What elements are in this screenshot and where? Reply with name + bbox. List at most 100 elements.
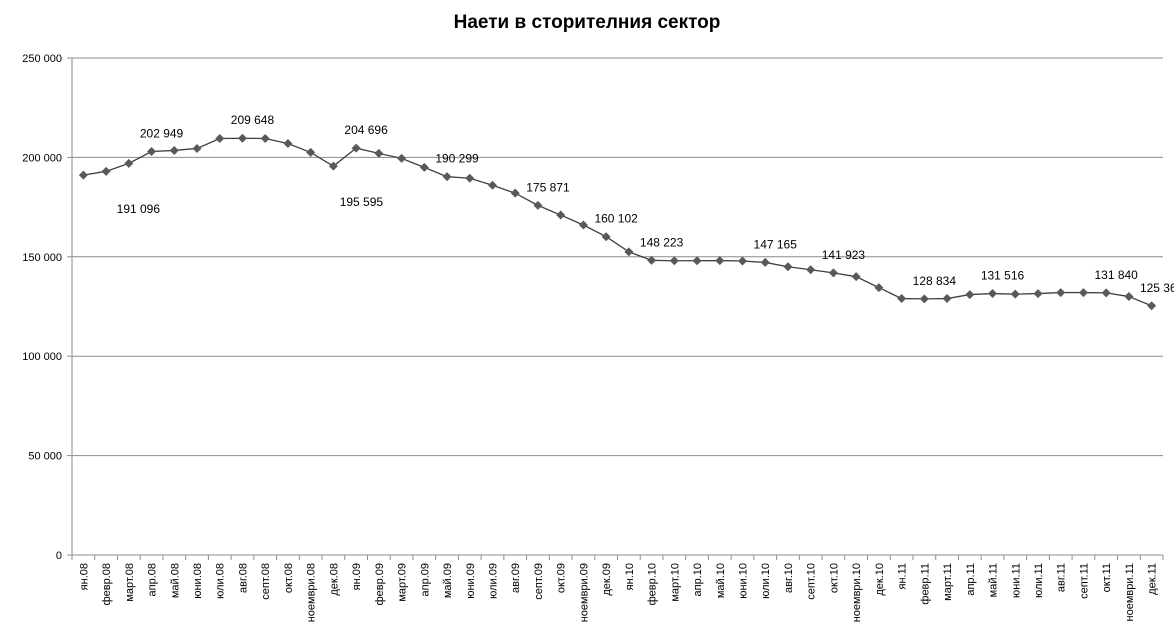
data-label: 148 223 [640,235,684,249]
data-point [101,166,111,176]
data-point [669,256,679,266]
data-point [738,256,748,266]
data-point [715,256,725,266]
data-point [306,147,316,157]
data-label: 190 299 [435,152,479,166]
x-tick-label: юли.11 [1033,563,1045,598]
x-tick-label: септ.09 [533,563,545,600]
data-label: 160 102 [594,212,638,226]
x-tick-label: март.08 [124,563,136,602]
data-point [783,262,793,272]
x-tick-label: авг.08 [237,563,249,593]
x-tick-label: окт.11 [1101,563,1113,592]
x-tick-label: юни.11 [1010,563,1022,598]
data-point [1101,288,1111,298]
data-point [806,265,816,275]
x-tick-label: септ.11 [1078,563,1090,599]
x-tick-label: апр.11 [965,563,977,596]
x-tick-label: юли.10 [760,563,772,599]
data-label: 125 368 [1140,281,1174,295]
x-tick-label: септ.08 [260,563,272,600]
x-tick-label: юни.08 [192,563,204,599]
x-tick-label: юни.10 [738,563,750,599]
data-point [533,200,543,210]
x-tick-label: юни.09 [465,563,477,599]
x-tick-label: дек.11 [1147,563,1159,595]
data-label: 204 696 [344,123,388,137]
x-tick-label: февр.10 [647,563,659,605]
data-label: 147 165 [754,237,798,251]
data-point [169,145,179,155]
data-point [1124,292,1134,302]
y-tick-label: 50 000 [28,451,62,463]
data-label: 195 595 [340,195,384,209]
x-tick-label: апр.10 [692,563,704,596]
data-label: 131 516 [981,269,1025,283]
data-point [760,257,770,267]
x-tick-label: ноември.11 [1124,563,1136,621]
data-point [1056,288,1066,298]
data-label: 202 949 [140,127,184,141]
x-tick-label: окт.09 [556,563,568,593]
x-tick-label: юли.09 [487,563,499,599]
data-point [328,161,338,171]
data-point [192,143,202,153]
x-tick-label: май.11 [988,563,1000,597]
data-point [828,268,838,278]
data-point [215,134,225,144]
x-tick-label: апр.09 [419,563,431,596]
data-point [965,290,975,300]
data-point [510,188,520,198]
data-point [601,232,611,242]
data-point [1147,301,1157,311]
chart-title: Наети в сторителния сектор [454,12,721,33]
x-tick-label: юли.08 [215,563,227,599]
data-point [351,143,361,153]
data-label: 209 648 [231,113,275,127]
data-point [1010,289,1020,299]
data-point [624,247,634,257]
x-tick-label: март.11 [942,563,954,601]
data-point [374,148,384,158]
data-point [283,138,293,148]
x-tick-label: ноември.09 [578,563,590,622]
x-tick-label: авг.09 [510,563,522,593]
y-tick-label: 150 000 [22,252,62,264]
x-tick-label: апр.08 [147,563,159,596]
data-point [442,172,452,182]
x-tick-label: март.09 [397,563,409,602]
data-point [147,147,157,157]
y-tick-label: 0 [56,550,62,562]
x-tick-label: ян.09 [351,563,363,590]
data-point [465,173,475,183]
data-point [578,220,588,230]
data-point [942,294,952,304]
x-tick-label: ноември.08 [306,563,318,622]
data-point [897,294,907,304]
data-label: 131 840 [1094,268,1138,282]
data-point [260,134,270,144]
x-tick-label: дек.10 [874,563,886,596]
x-tick-label: май.08 [169,563,181,598]
y-tick-label: 100 000 [22,351,62,363]
x-tick-label: окт.10 [828,563,840,593]
data-point [124,158,134,168]
x-tick-label: окт.08 [283,563,295,593]
data-point [851,272,861,282]
data-point [1078,288,1088,298]
data-point [78,170,88,180]
data-point [647,255,657,265]
data-label: 191 096 [117,202,161,216]
x-tick-label: февр.09 [374,563,386,605]
x-tick-label: авг.10 [783,563,795,593]
x-tick-label: ноември.10 [851,563,863,622]
data-point [1033,289,1043,299]
x-tick-label: авг.11 [1056,563,1068,592]
data-label: 128 834 [913,274,957,288]
data-point [919,294,929,304]
data-point [874,283,884,293]
x-tick-label: септ.10 [806,563,818,600]
data-label: 141 923 [822,248,866,262]
x-tick-label: май.10 [715,563,727,598]
